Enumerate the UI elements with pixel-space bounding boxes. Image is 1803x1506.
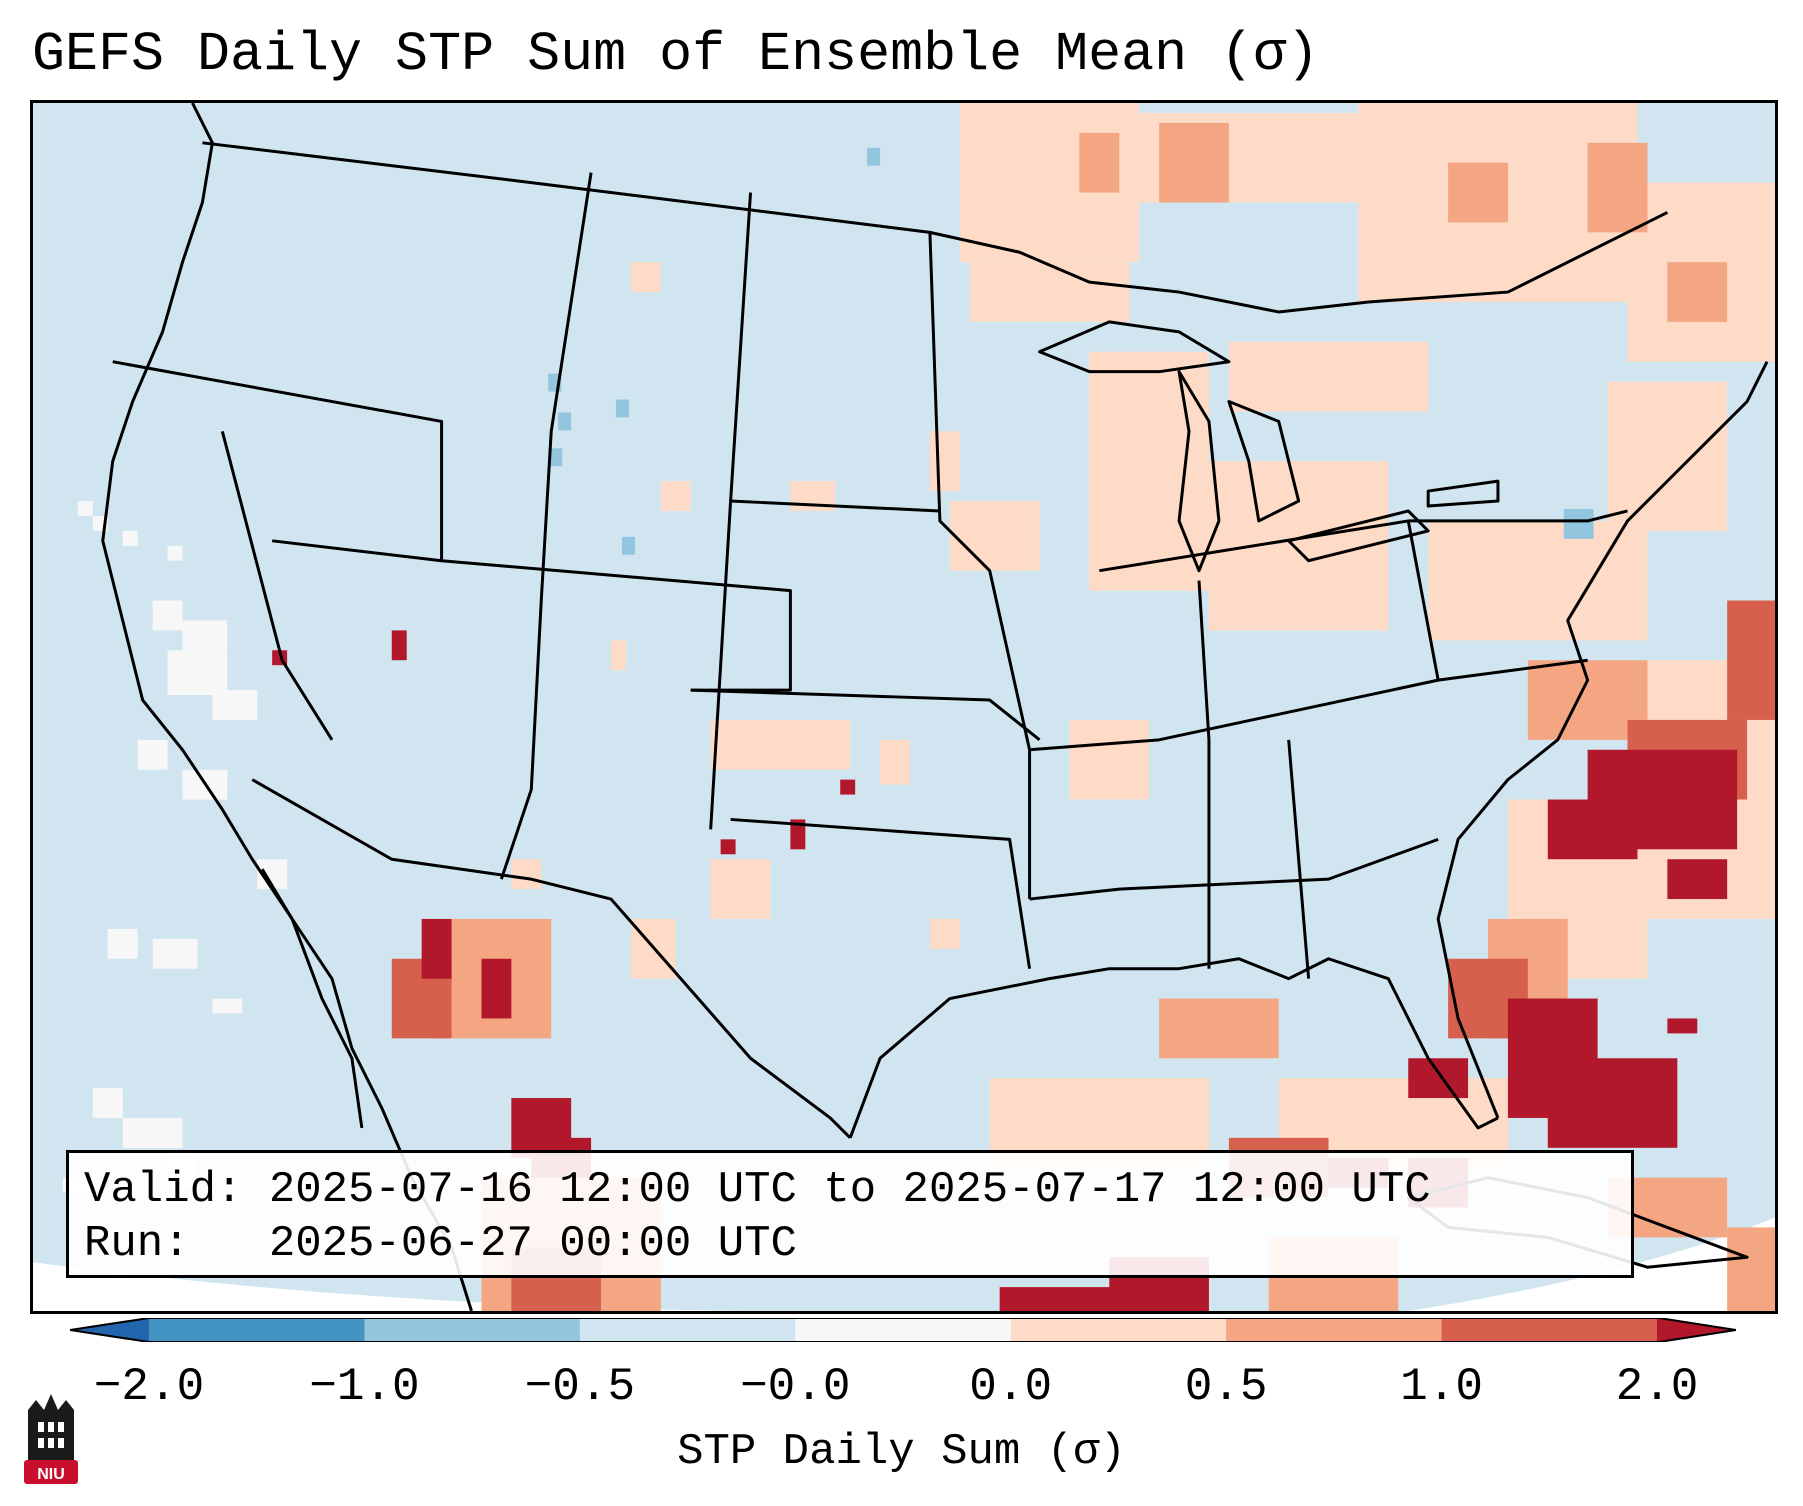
colorbar-tick-label: −0.0 [740, 1361, 851, 1413]
lake-ontario [1426, 479, 1500, 508]
state-line [730, 817, 1032, 969]
niu-tower-icon [28, 1394, 74, 1460]
us-mexico-border [251, 778, 852, 1139]
colorbar-tick-label: −2.0 [93, 1361, 205, 1413]
colorbar-extend-low [70, 1318, 149, 1342]
state-line [1406, 520, 1440, 681]
state-line [1287, 739, 1311, 979]
colorbar-segment [1010, 1318, 1227, 1342]
negative-cells [548, 147, 1594, 555]
niu-logo-text: NIU [37, 1466, 65, 1483]
state-line [690, 688, 1041, 742]
niu-logo-base [24, 1460, 78, 1484]
valid-range: 2025-07-16 12:00 UTC to 2025-07-17 12:00… [268, 1165, 1431, 1215]
pacific-neutral-cells [62, 501, 288, 1193]
colorbar [70, 1318, 1736, 1342]
positive-cells-scattered [511, 262, 960, 979]
colorbar-segment [1441, 1318, 1658, 1342]
colorbar-segment [1226, 1318, 1443, 1342]
colorbar-segment [149, 1318, 365, 1342]
state-line [499, 172, 593, 880]
state-line [1029, 837, 1439, 901]
colorbar-tick-label: 0.0 [969, 1361, 1053, 1413]
colorbar-tick-label: 1.0 [1400, 1361, 1483, 1413]
state-line [730, 499, 940, 513]
us-canada-border [202, 141, 1669, 314]
run-time: 2025-06-27 00:00 UTC [268, 1219, 797, 1269]
state-line [112, 360, 444, 563]
atlantic-coastline [1436, 361, 1769, 1119]
colorbar-segment [364, 1318, 581, 1342]
projection-edge-right [1408, 1217, 1775, 1311]
lake-erie [1287, 509, 1430, 563]
lake-huron [1227, 400, 1301, 523]
state-line [220, 430, 334, 741]
pacific-coastline [101, 103, 364, 1129]
colorbar-tick-label: −0.5 [524, 1361, 636, 1413]
colorbar-label: STP Daily Sum (σ) [677, 1427, 1126, 1477]
colorbar-segment [579, 1318, 796, 1342]
page-title: GEFS Daily STP Sum of Ensemble Mean (σ) [32, 23, 1320, 86]
state-line [441, 559, 792, 692]
state-line [1197, 580, 1211, 969]
colorbar-extend-high [1657, 1318, 1736, 1342]
map-canvas [33, 103, 1775, 1311]
map-panel [30, 100, 1778, 1314]
gulf-coastline [848, 957, 1499, 1139]
validity-info-box: Valid: 2025-07-16 12:00 UTC to 2025-07-1… [66, 1150, 1634, 1278]
colorbar-tick-label: −1.0 [309, 1361, 420, 1413]
lake-michigan [1177, 370, 1221, 573]
projection-edge [33, 1262, 930, 1311]
colorbar-tick-label: 0.5 [1184, 1361, 1268, 1413]
colorbar-tick-label: 2.0 [1615, 1361, 1699, 1413]
state-line [1099, 509, 1628, 573]
lake-superior [1038, 320, 1231, 374]
state-line [928, 232, 1032, 900]
colorbar-segment [795, 1318, 1012, 1342]
state-line [1029, 658, 1588, 752]
valid-label: Valid: [84, 1165, 243, 1215]
niu-logo: NIU [24, 1394, 78, 1484]
run-label: Run: [84, 1219, 190, 1269]
